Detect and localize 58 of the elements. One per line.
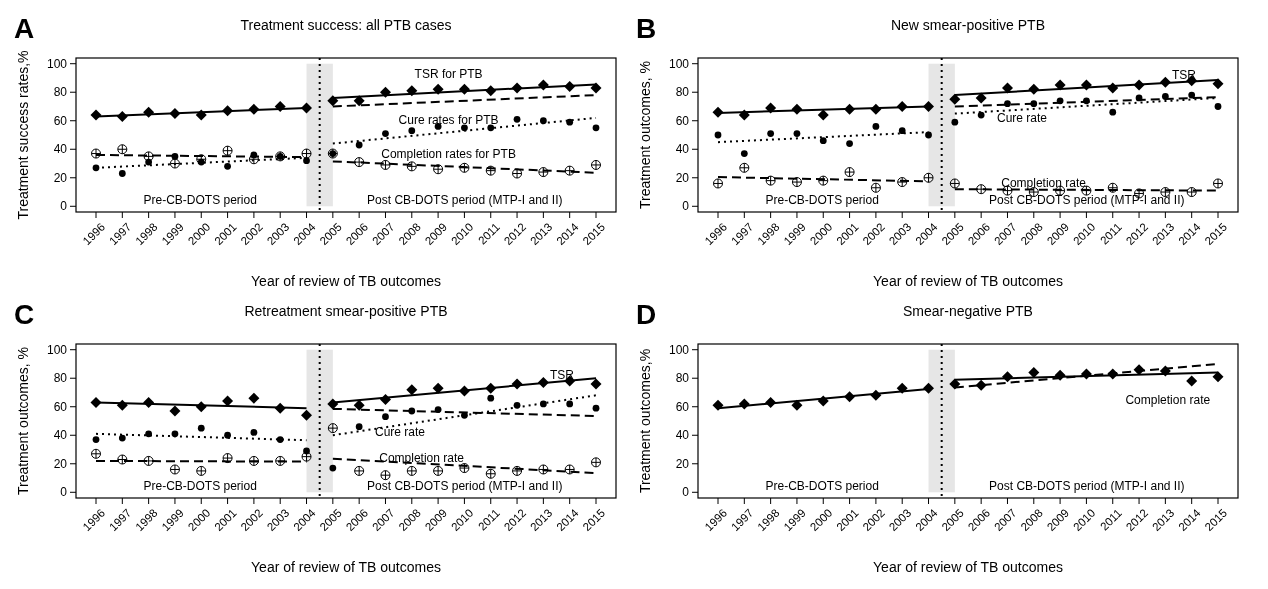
- y-axis-title: Treatment outcomes, %: [15, 346, 31, 496]
- text: D: [636, 299, 657, 330]
- y-tick-label: 100: [46, 56, 68, 71]
- annotation: Completion rate: [1125, 392, 1211, 407]
- y-tick-label: 0: [682, 485, 690, 500]
- y-axis-title: Treatment outcomes,%: [637, 348, 653, 494]
- y-tick-label: 100: [46, 342, 68, 357]
- chart-title: New smear-positive PTB: [890, 17, 1046, 33]
- x-axis-title: Year of review of TB outcomes: [873, 559, 1063, 575]
- y-tick-label: 60: [675, 399, 690, 414]
- y-tick-label: 20: [675, 456, 690, 471]
- annotation: TSR: [1172, 68, 1197, 83]
- y-tick-label: 40: [675, 428, 690, 443]
- y-tick-label: 80: [675, 371, 690, 386]
- y-axis-title: Treatment success rates,%: [15, 50, 31, 220]
- annotation: Completion rates for PTB: [381, 146, 516, 161]
- y-tick-label: 80: [53, 371, 68, 386]
- x-axis-title: Year of review of TB outcomes: [873, 273, 1063, 289]
- annotation: Pre-CB-DOTS period: [765, 478, 879, 493]
- y-tick-label: 0: [60, 199, 68, 214]
- y-tick-label: 20: [53, 456, 68, 471]
- y-tick-label: 80: [53, 85, 68, 100]
- text: B: [636, 13, 657, 44]
- y-tick-label: 20: [53, 170, 68, 185]
- y-tick-label: 60: [675, 113, 690, 128]
- annotation: TSR: [550, 368, 575, 382]
- x-axis-title: Year of review of TB outcomes: [251, 559, 441, 575]
- annotation: Cure rates for PTB: [398, 112, 499, 127]
- annotation: Completion rate: [1001, 175, 1087, 190]
- annotation: TSR for PTB: [414, 66, 483, 81]
- chart-title: Smear-negative PTB: [903, 303, 1033, 319]
- annotation: Cure rate: [996, 111, 1048, 126]
- annotation: Post CB-DOTS period (MTP-I and II): [367, 478, 563, 493]
- y-tick-label: 0: [682, 199, 690, 214]
- y-tick-label: 100: [668, 342, 690, 357]
- y-tick-label: 60: [53, 399, 68, 414]
- y-tick-label: 40: [53, 428, 68, 443]
- y-axis-title: Treatment outcomes, %: [637, 60, 653, 210]
- y-tick-label: 40: [53, 142, 68, 157]
- chart-title: Treatment success: all PTB cases: [240, 17, 452, 33]
- y-tick-label: 40: [675, 142, 690, 157]
- y-tick-label: 60: [53, 113, 68, 128]
- annotation: Pre-CB-DOTS period: [143, 478, 257, 493]
- x-axis-title: Year of review of TB outcomes: [251, 273, 441, 289]
- annotation: Post CB-DOTS period (MTP-I and II): [989, 192, 1185, 207]
- text: C: [14, 299, 35, 330]
- y-tick-label: 0: [60, 485, 68, 500]
- chart-title: Retreatment smear-positive PTB: [244, 303, 448, 319]
- annotation: Pre-CB-DOTS period: [765, 192, 879, 207]
- annotation: Cure rate: [374, 424, 426, 439]
- text: A: [14, 13, 35, 44]
- annotation: Post CB-DOTS period (MTP-I and II): [989, 478, 1185, 493]
- annotation: Pre-CB-DOTS period: [143, 192, 257, 207]
- y-tick-label: 100: [668, 56, 690, 71]
- annotation: Post CB-DOTS period (MTP-I and II): [367, 192, 563, 207]
- y-tick-label: 20: [675, 170, 690, 185]
- y-tick-label: 80: [675, 85, 690, 100]
- annotation: Completion rate: [379, 451, 465, 466]
